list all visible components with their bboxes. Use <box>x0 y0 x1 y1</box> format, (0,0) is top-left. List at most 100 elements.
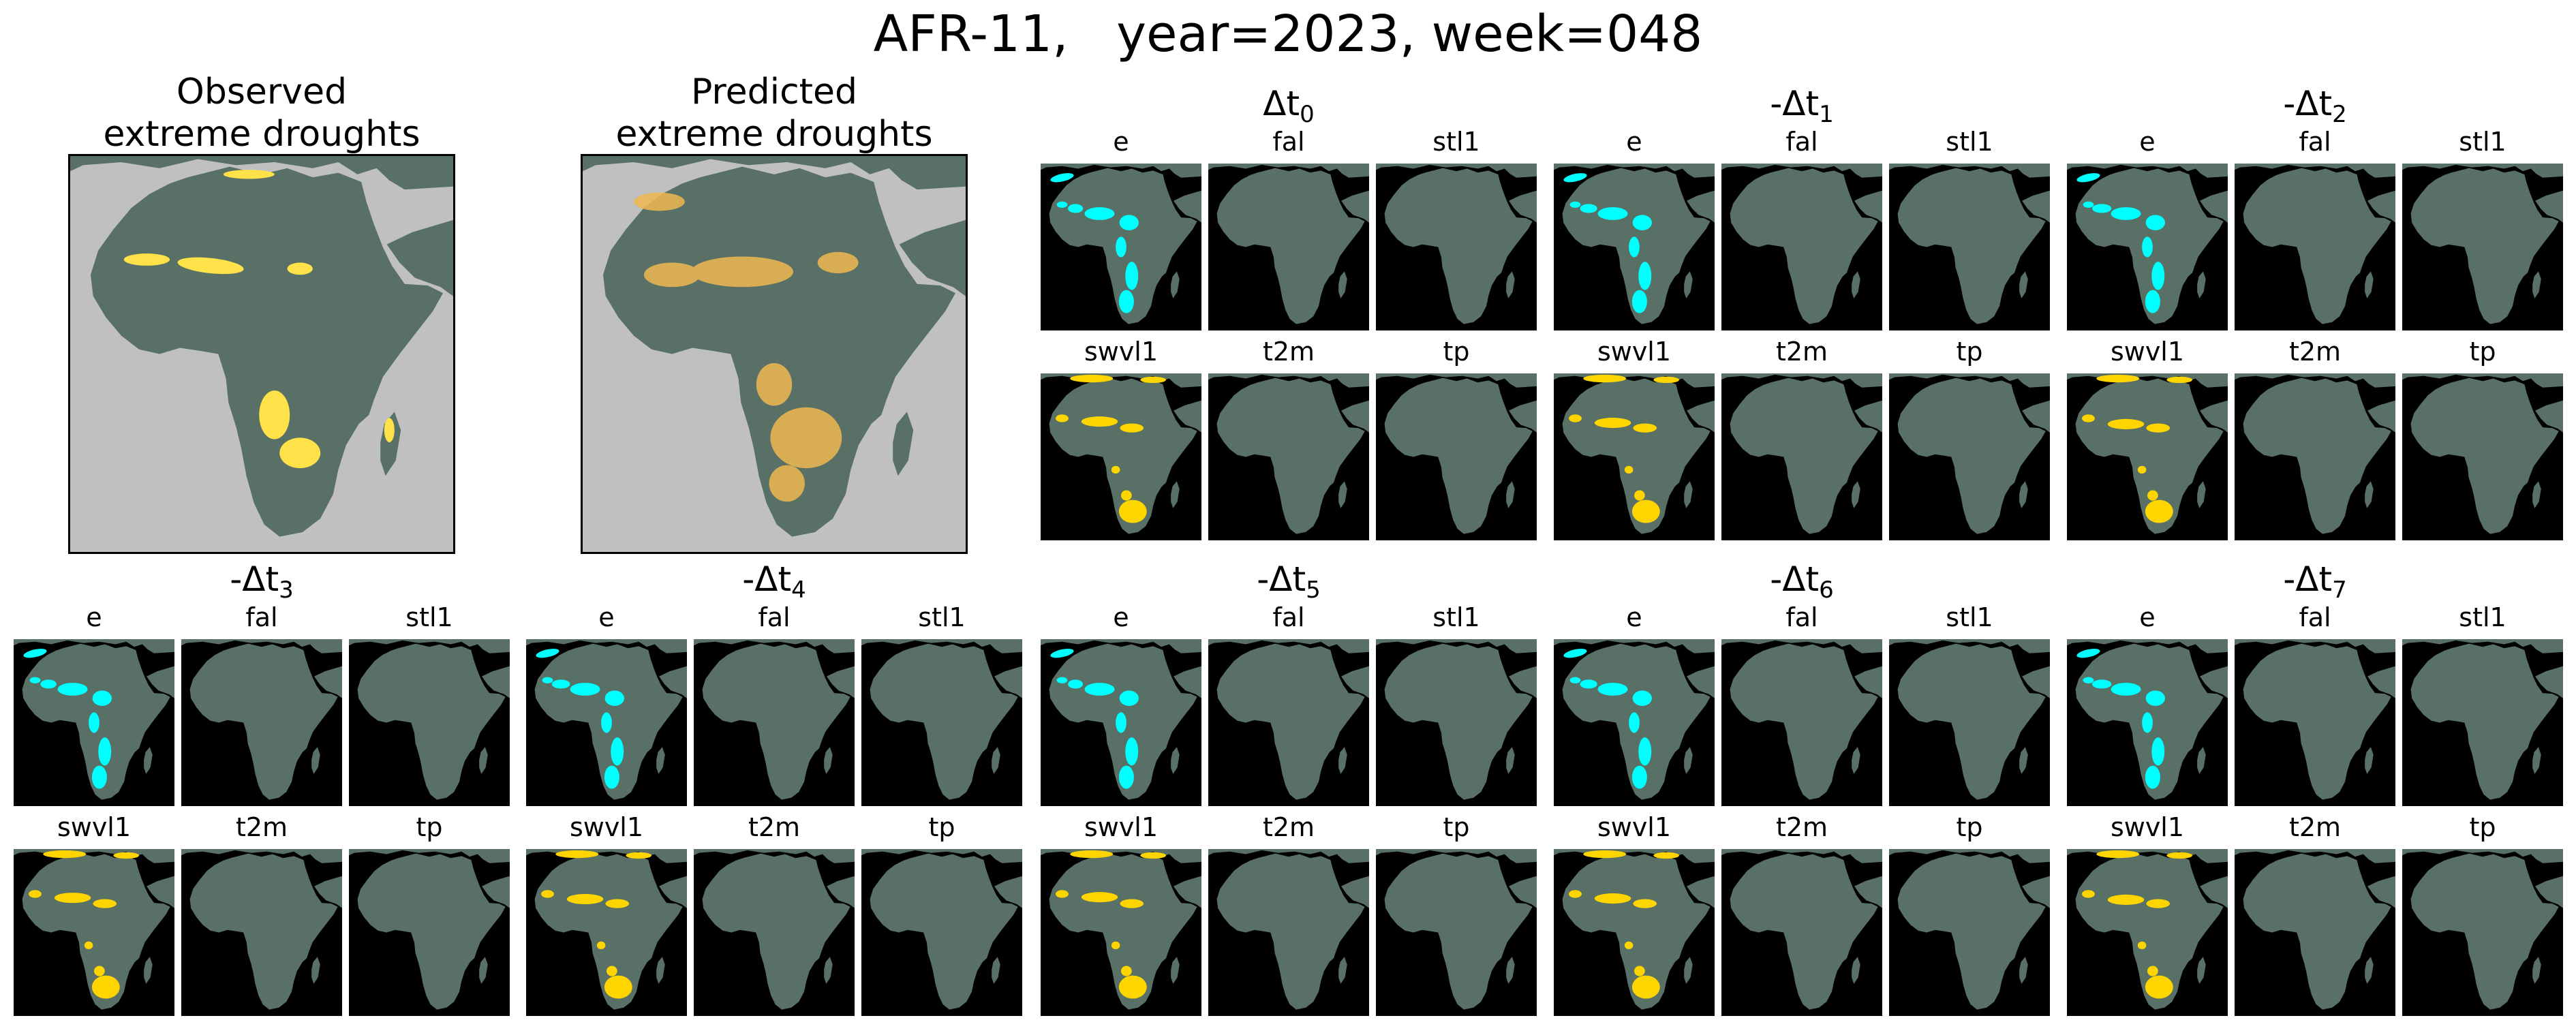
variable-label-fal: fal <box>1272 602 1305 632</box>
variable-label-t2m: t2m <box>1262 812 1315 842</box>
variable-map-t2m <box>1721 849 1882 1016</box>
lag-group-title: -Δt2 <box>2283 84 2347 128</box>
predicted-drought-map <box>581 154 968 554</box>
variable-label-stl1: stl1 <box>1946 602 1993 632</box>
variable-label-e: e <box>1626 127 1642 157</box>
variable-label-stl1: stl1 <box>405 602 453 632</box>
variable-map-swvl1 <box>1554 373 1715 540</box>
variable-map-stl1 <box>861 639 1022 806</box>
figure-title: AFR-11, year=2023, week=048 <box>873 5 1703 63</box>
variable-map-t2m <box>694 849 855 1016</box>
variable-map-fal <box>1208 164 1369 330</box>
variable-label-e: e <box>2139 602 2156 632</box>
variable-label-e: e <box>1626 602 1642 632</box>
lag-group-title: -Δt5 <box>1257 559 1321 604</box>
variable-label-t2m: t2m <box>2288 812 2342 842</box>
variable-label-fal: fal <box>2299 602 2331 632</box>
variable-label-stl1: stl1 <box>2459 602 2506 632</box>
variable-map-stl1 <box>349 639 510 806</box>
variable-map-tp <box>1376 373 1537 540</box>
variable-label-fal: fal <box>1272 127 1305 157</box>
variable-map-tp <box>1889 373 2050 540</box>
main-panel-title: Predicted extreme droughts <box>615 72 933 155</box>
variable-label-t2m: t2m <box>1262 337 1315 367</box>
variable-label-t2m: t2m <box>2288 337 2342 367</box>
variable-label-t2m: t2m <box>1775 337 1828 367</box>
variable-label-stl1: stl1 <box>1432 127 1480 157</box>
variable-map-stl1 <box>1376 639 1537 806</box>
variable-map-e <box>526 639 687 806</box>
variable-label-t2m: t2m <box>235 812 288 842</box>
lag-group-title: Δt0 <box>1263 84 1315 128</box>
main-panel-title: Observed extreme droughts <box>103 72 420 155</box>
variable-label-tp: tp <box>1956 812 1983 842</box>
variable-label-t2m: t2m <box>1775 812 1828 842</box>
variable-label-stl1: stl1 <box>1432 602 1480 632</box>
variable-map-fal <box>1721 164 1882 330</box>
variable-label-fal: fal <box>245 602 278 632</box>
variable-label-swvl1: swvl1 <box>2110 812 2185 842</box>
variable-map-tp <box>2402 849 2563 1016</box>
variable-label-fal: fal <box>1785 602 1818 632</box>
variable-map-e <box>1041 164 1201 330</box>
variable-label-swvl1: swvl1 <box>1084 337 1159 367</box>
variable-map-swvl1 <box>1554 849 1715 1016</box>
variable-label-swvl1: swvl1 <box>569 812 644 842</box>
variable-map-t2m <box>2235 373 2395 540</box>
variable-map-swvl1 <box>1041 373 1201 540</box>
variable-label-t2m: t2m <box>748 812 801 842</box>
variable-label-swvl1: swvl1 <box>1597 337 1672 367</box>
lag-group-title: -Δt1 <box>1770 84 1834 128</box>
variable-label-stl1: stl1 <box>1946 127 1993 157</box>
observed-drought-map <box>68 154 455 554</box>
variable-map-stl1 <box>2402 164 2563 330</box>
variable-label-tp: tp <box>1443 812 1470 842</box>
variable-map-t2m <box>1208 849 1369 1016</box>
variable-label-tp: tp <box>928 812 955 842</box>
variable-label-tp: tp <box>1956 337 1983 367</box>
lag-group-title: -Δt3 <box>230 559 294 604</box>
variable-map-stl1 <box>2402 639 2563 806</box>
variable-label-stl1: stl1 <box>2459 127 2506 157</box>
variable-label-tp: tp <box>2469 337 2496 367</box>
variable-map-swvl1 <box>2067 373 2228 540</box>
variable-map-tp <box>1889 849 2050 1016</box>
variable-map-stl1 <box>1889 639 2050 806</box>
variable-label-fal: fal <box>1785 127 1818 157</box>
lag-group-title: -Δt7 <box>2283 559 2347 604</box>
variable-label-e: e <box>1113 602 1129 632</box>
variable-map-e <box>14 639 174 806</box>
variable-label-e: e <box>1113 127 1129 157</box>
lag-group-title: -Δt4 <box>742 559 806 604</box>
variable-label-swvl1: swvl1 <box>2110 337 2185 367</box>
variable-map-t2m <box>181 849 342 1016</box>
variable-label-tp: tp <box>2469 812 2496 842</box>
variable-label-swvl1: swvl1 <box>57 812 132 842</box>
variable-map-stl1 <box>1889 164 2050 330</box>
variable-map-fal <box>1721 639 1882 806</box>
variable-map-fal <box>2235 164 2395 330</box>
variable-map-e <box>1554 639 1715 806</box>
variable-map-e <box>1041 639 1201 806</box>
variable-label-e: e <box>2139 127 2156 157</box>
variable-map-e <box>2067 164 2228 330</box>
variable-map-fal <box>694 639 855 806</box>
variable-map-stl1 <box>1376 164 1537 330</box>
variable-map-t2m <box>1208 373 1369 540</box>
variable-map-tp <box>861 849 1022 1016</box>
variable-map-tp <box>1376 849 1537 1016</box>
variable-label-stl1: stl1 <box>918 602 966 632</box>
variable-label-e: e <box>86 602 102 632</box>
variable-map-tp <box>349 849 510 1016</box>
variable-map-e <box>1554 164 1715 330</box>
variable-label-swvl1: swvl1 <box>1597 812 1672 842</box>
variable-map-tp <box>2402 373 2563 540</box>
lag-group-title: -Δt6 <box>1770 559 1834 604</box>
variable-label-fal: fal <box>2299 127 2331 157</box>
variable-map-e <box>2067 639 2228 806</box>
variable-map-swvl1 <box>14 849 174 1016</box>
variable-map-fal <box>2235 639 2395 806</box>
variable-map-swvl1 <box>2067 849 2228 1016</box>
variable-map-swvl1 <box>526 849 687 1016</box>
variable-label-e: e <box>598 602 615 632</box>
